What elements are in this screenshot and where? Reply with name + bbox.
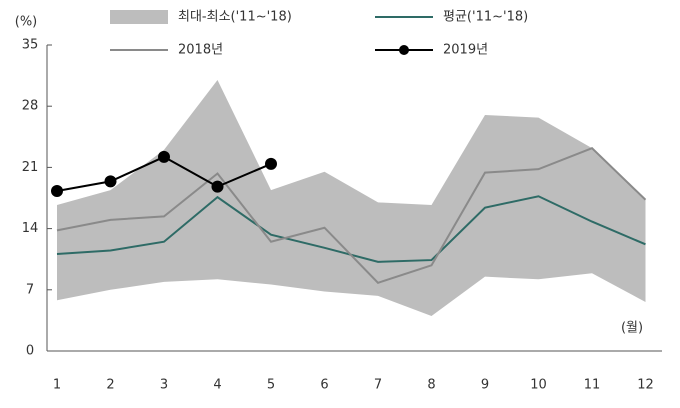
x-tick-label: 6 [320, 378, 328, 393]
x-tick-label: 12 [637, 378, 654, 393]
legend-label: 2018년 [178, 43, 223, 58]
x-tick-label: 8 [427, 378, 435, 393]
legend-swatch [110, 10, 168, 24]
x-axis-label: (월) [621, 321, 643, 336]
x-tick-label: 5 [267, 378, 275, 393]
range-band [57, 79, 646, 317]
y-tick-label: 28 [22, 99, 39, 114]
y-axis-label: (%) [15, 15, 38, 30]
legend-label: 최대-최소('11~'18) [178, 10, 292, 25]
x-tick-label: 2 [106, 378, 114, 393]
y-tick-label: 35 [22, 38, 39, 53]
y-tick-label: 21 [22, 160, 39, 175]
y-tick-label: 14 [22, 221, 39, 236]
x-tick-label: 1 [53, 378, 61, 393]
x-tick-label: 10 [530, 378, 547, 393]
series-marker [51, 185, 63, 198]
y-tick-label: 0 [26, 344, 34, 359]
x-tick-label: 3 [160, 378, 168, 393]
x-tick-label: 7 [374, 378, 382, 393]
x-tick-label: 4 [213, 378, 221, 393]
legend-label: 평균('11~'18) [443, 10, 528, 25]
legend-label: 2019년 [443, 43, 488, 58]
x-tick-label: 9 [481, 378, 489, 393]
series-marker [211, 180, 224, 193]
y-tick-label: 7 [26, 282, 34, 297]
series-marker [104, 175, 117, 188]
series-marker [265, 157, 277, 170]
series-marker [158, 150, 170, 163]
series-line [56, 147, 647, 284]
x-tick-label: 11 [584, 378, 601, 393]
legend-marker [399, 45, 409, 55]
